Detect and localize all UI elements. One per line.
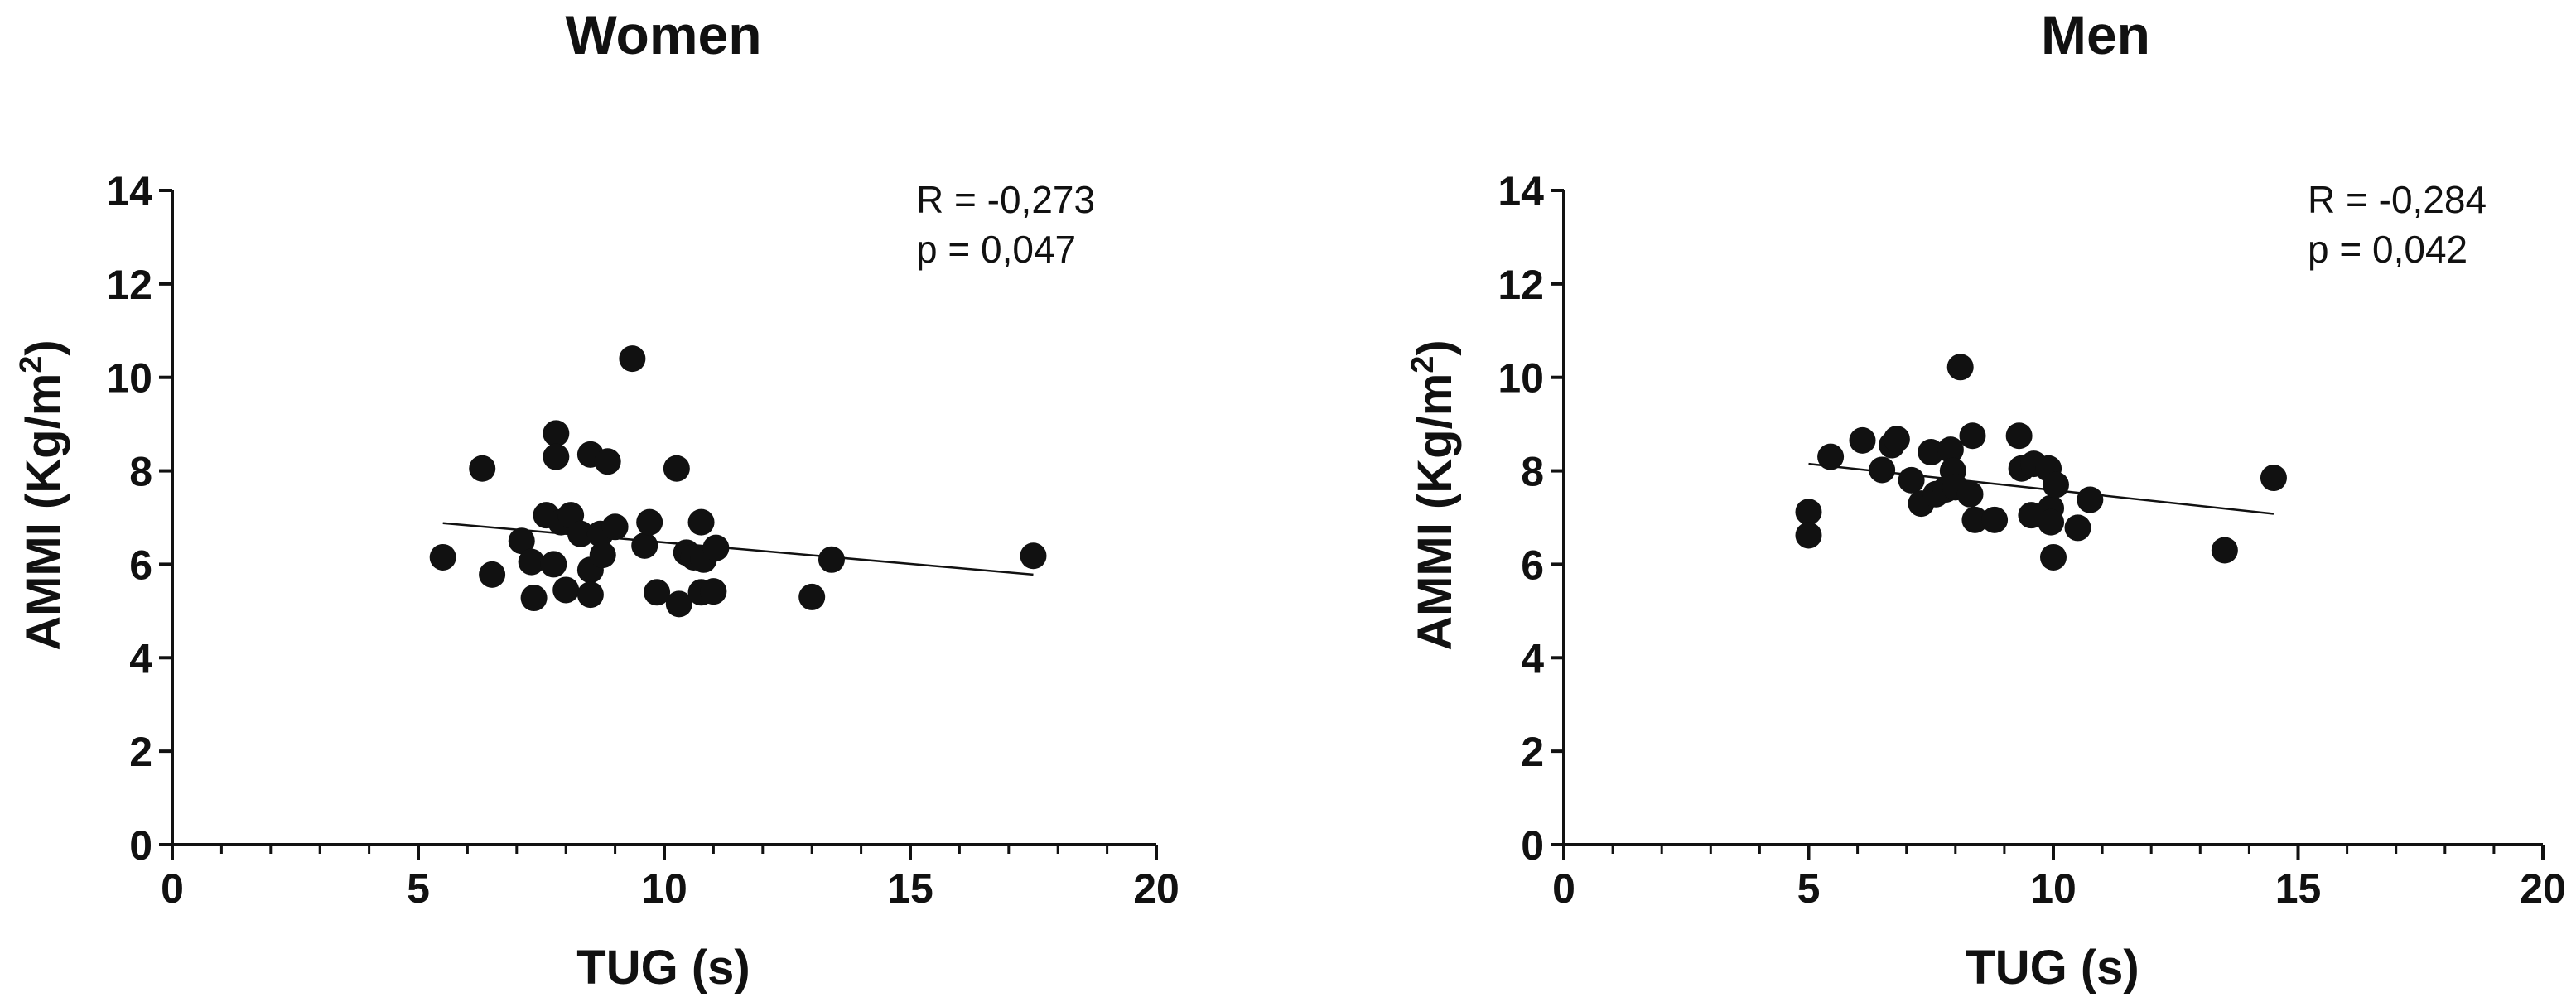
y-tick-label: 10 xyxy=(106,355,152,402)
data-point xyxy=(2260,465,2287,492)
data-point xyxy=(2005,422,2033,450)
data-point xyxy=(2077,486,2104,513)
y-tick-label: 14 xyxy=(106,168,152,214)
data-point xyxy=(631,532,658,559)
data-point xyxy=(469,455,496,482)
data-point xyxy=(663,455,690,482)
data-point xyxy=(543,420,570,447)
y-tick-label: 10 xyxy=(1498,355,1544,402)
data-point xyxy=(567,520,595,547)
data-point xyxy=(601,513,629,541)
data-point xyxy=(2038,508,2065,536)
x-tick-label: 15 xyxy=(887,865,933,912)
x-tick-label: 0 xyxy=(1552,865,1575,912)
panel-men: Men R = -0,284 p = 0,042 TUG (s) AMMI (K… xyxy=(1406,4,2566,995)
y-axis-label-sup: 2 xyxy=(14,356,49,373)
data-point xyxy=(1961,506,1989,533)
y-tick-label: 8 xyxy=(129,449,152,495)
panel-title: Men xyxy=(2041,4,2150,65)
data-point xyxy=(1849,426,1876,454)
x-axis-label: TUG (s) xyxy=(1966,941,2139,995)
annotation-p: p = 0,047 xyxy=(916,228,1076,271)
data-point xyxy=(665,590,692,618)
x-tick-label: 10 xyxy=(641,865,687,912)
y-tick-label: 4 xyxy=(129,635,152,682)
y-tick-label: 4 xyxy=(1521,635,1544,682)
data-point xyxy=(2064,514,2091,542)
x-tick-label: 5 xyxy=(1797,865,1821,912)
x-tick-label: 5 xyxy=(407,865,430,912)
x-tick-label: 20 xyxy=(1133,865,1179,912)
data-point xyxy=(594,448,621,475)
y-axis-label-close: ) xyxy=(17,340,70,355)
data-point xyxy=(2211,537,2238,564)
data-point xyxy=(543,443,570,470)
panel-title: Women xyxy=(565,4,761,65)
y-axis-label-main: AMMI (Kg/m xyxy=(1408,373,1462,651)
data-point xyxy=(1918,439,1945,465)
data-point xyxy=(1937,436,1964,464)
y-tick-label: 6 xyxy=(129,542,152,588)
data-point xyxy=(508,527,535,555)
data-point xyxy=(644,579,671,606)
y-tick-label: 12 xyxy=(1498,262,1544,308)
data-point xyxy=(518,548,545,576)
y-tick-label: 2 xyxy=(129,729,152,775)
data-point xyxy=(576,581,604,609)
data-point xyxy=(1795,499,1822,526)
data-point xyxy=(2040,543,2067,571)
data-point xyxy=(1898,466,1925,494)
data-point xyxy=(1981,506,2009,533)
data-point xyxy=(798,583,826,610)
y-tick-label: 2 xyxy=(1521,729,1544,775)
data-point xyxy=(589,542,616,569)
data-point xyxy=(520,585,548,612)
annotation-p: p = 0,042 xyxy=(2308,228,2467,271)
data-point xyxy=(818,546,845,573)
data-point xyxy=(1020,542,1047,570)
y-tick-label: 12 xyxy=(106,262,152,308)
data-point xyxy=(700,578,727,605)
data-point xyxy=(1956,480,1984,508)
x-tick-label: 20 xyxy=(2520,865,2566,912)
data-point xyxy=(1795,522,1822,549)
y-axis-label: AMMI (Kg/m2) xyxy=(14,340,70,651)
y-axis-label-close: ) xyxy=(1408,340,1462,355)
plot-area: 0 2 4 6 8 10 12 14 0 5 10 15 20 xyxy=(106,168,1179,912)
data-point xyxy=(619,345,646,373)
data-point xyxy=(1869,456,1896,484)
data-point xyxy=(552,576,580,604)
data-point xyxy=(1817,443,1845,470)
data-point xyxy=(687,508,715,536)
data-point xyxy=(702,534,730,561)
x-axis-label: TUG (s) xyxy=(576,941,750,995)
y-tick-label: 6 xyxy=(1521,542,1544,588)
y-tick-label: 8 xyxy=(1521,449,1544,495)
annotation-r: R = -0,284 xyxy=(2308,178,2487,221)
y-tick-label: 14 xyxy=(1498,168,1544,214)
data-point xyxy=(1959,422,1986,450)
data-point xyxy=(1946,354,1974,381)
annotation-r: R = -0,273 xyxy=(916,178,1095,221)
y-tick-label: 0 xyxy=(1521,822,1544,869)
y-axis-label: AMMI (Kg/m2) xyxy=(1406,340,1462,651)
data-point xyxy=(429,543,456,571)
panel-women: Women R = -0,273 p = 0,047 TUG (s) AMMI … xyxy=(14,4,1179,995)
x-tick-label: 15 xyxy=(2275,865,2322,912)
x-tick-label: 0 xyxy=(161,865,184,912)
data-point xyxy=(2042,471,2069,499)
regression-line xyxy=(442,522,1034,576)
y-tick-label: 0 xyxy=(129,822,152,869)
data-point xyxy=(540,551,567,578)
x-tick-label: 10 xyxy=(2030,865,2077,912)
plot-area: 0 2 4 6 8 10 12 14 0 5 10 15 20 xyxy=(1498,168,2565,912)
data-point xyxy=(1883,426,1910,453)
y-axis-label-sup: 2 xyxy=(1406,356,1440,373)
data-point xyxy=(479,561,506,588)
data-point xyxy=(636,508,663,536)
y-axis-label-main: AMMI (Kg/m xyxy=(17,373,70,651)
